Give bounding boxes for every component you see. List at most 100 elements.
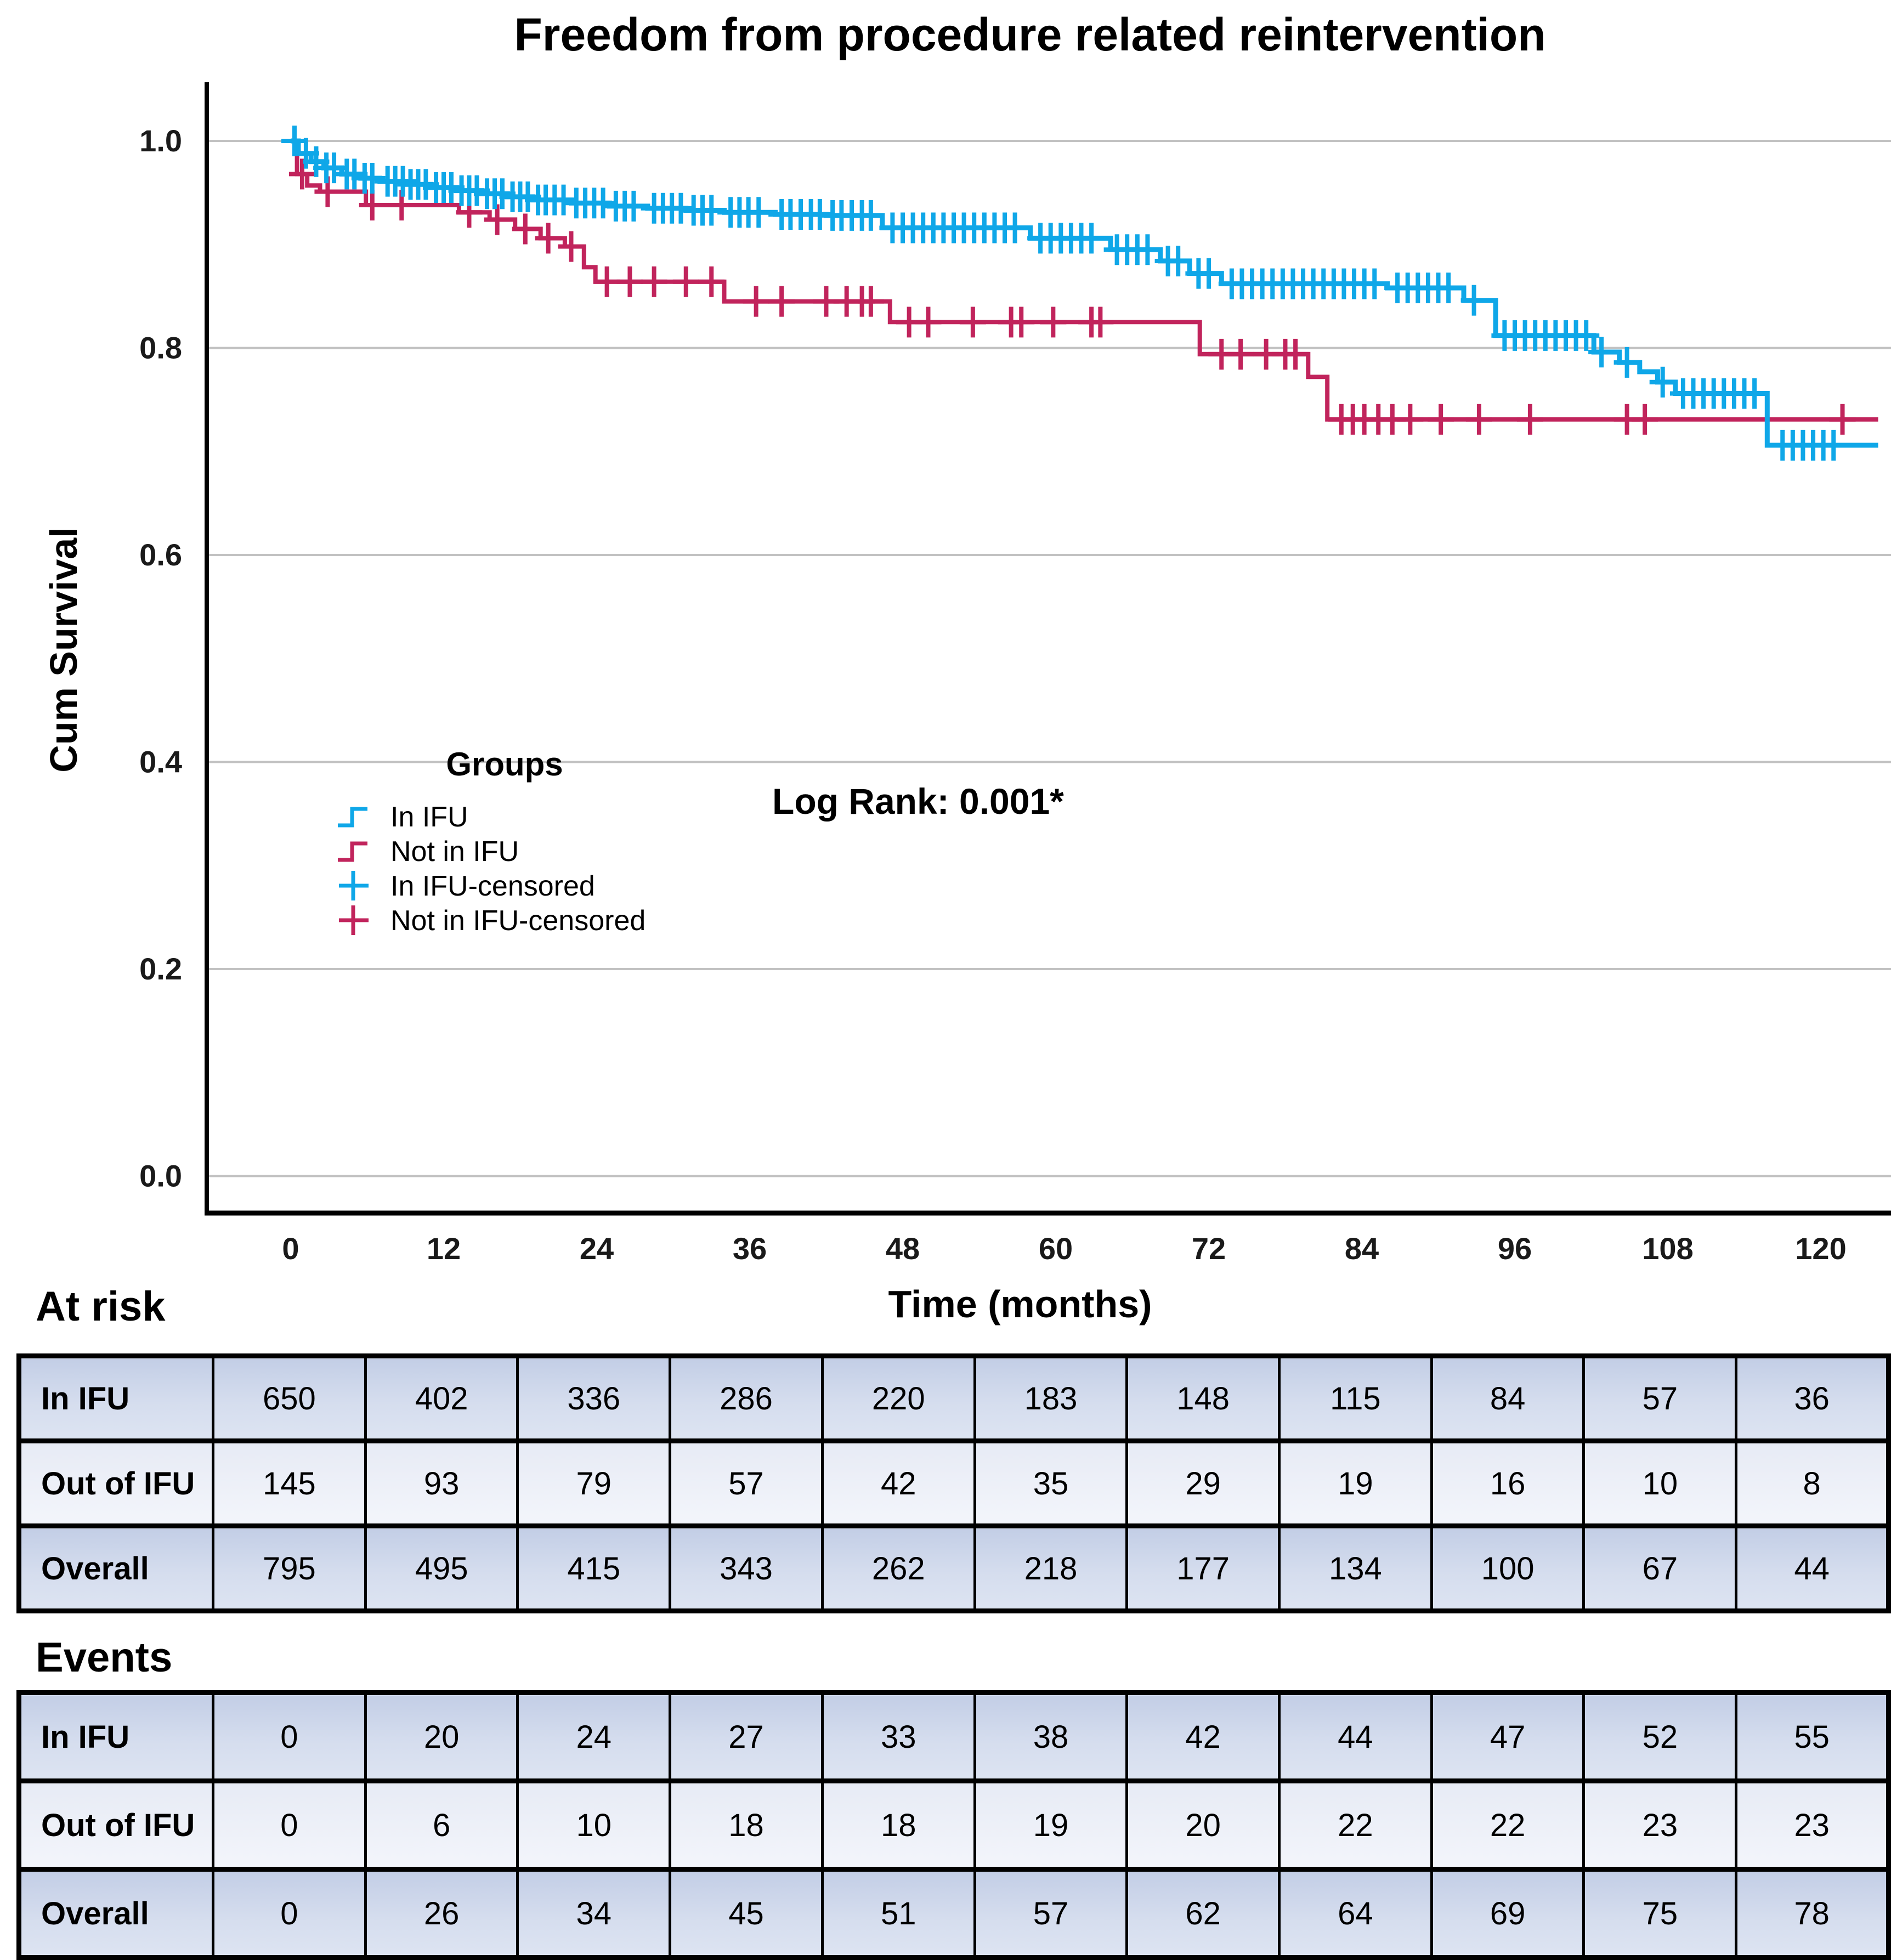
table-cell: 42 (820, 1438, 976, 1528)
row-label: Out of IFU (18, 1438, 214, 1528)
censor-mark (359, 162, 386, 194)
table-cell: 18 (669, 1778, 824, 1872)
legend-item-label: Not in IFU (390, 836, 519, 868)
censor-mark (1613, 347, 1640, 378)
table-cell: 35 (973, 1438, 1129, 1528)
table-cell: 29 (1125, 1438, 1281, 1528)
censor-mark (593, 266, 620, 297)
table-cell: 115 (1278, 1353, 1433, 1443)
x-tick-label: 60 (1039, 1231, 1073, 1266)
censor-mark (745, 197, 772, 228)
table-cell: 57 (1582, 1353, 1738, 1443)
row-label: Overall (18, 1523, 214, 1613)
legend-item: Not in IFU (338, 836, 519, 868)
censor-mark (959, 307, 986, 338)
table-cell: 22 (1278, 1778, 1433, 1872)
censor-mark (1397, 404, 1424, 435)
x-tick-label: 72 (1192, 1231, 1226, 1266)
table-cell: 16 (1430, 1438, 1586, 1528)
censor-mark (590, 188, 616, 219)
table-cell: 183 (973, 1353, 1129, 1443)
x-tick-label: 24 (580, 1231, 614, 1266)
table-cell: 78 (1735, 1867, 1890, 1960)
table-cell: 24 (516, 1690, 672, 1783)
censor-mark (1465, 404, 1492, 435)
events-heading: Events (36, 1634, 173, 1681)
legend-item-label: Not in IFU-censored (390, 905, 646, 937)
censor-mark (484, 204, 511, 235)
y-tick-label: 0.2 (139, 951, 182, 986)
table-cell: 57 (973, 1867, 1129, 1960)
censor-mark (1001, 212, 1028, 243)
table-cell: 79 (516, 1438, 672, 1528)
x-tick-label: 36 (733, 1231, 767, 1266)
row-label: Overall (18, 1867, 214, 1960)
table-cell: 10 (1582, 1438, 1738, 1528)
censor-mark (1588, 337, 1615, 368)
x-tick-label: 0 (282, 1231, 299, 1266)
censor-mark (1134, 234, 1161, 265)
table-row: Overall 795 495 415 343 262 218 177 134 100 67 44 (18, 1523, 1890, 1613)
table-cell: 0 (212, 1867, 367, 1960)
censor-mark (558, 231, 585, 262)
table-cell: 220 (820, 1353, 976, 1443)
table-cell: 84 (1430, 1353, 1586, 1443)
censor-mark (288, 158, 315, 190)
censor-mark (915, 307, 942, 338)
table-cell: 62 (1125, 1867, 1281, 1960)
table-cell: 67 (1582, 1523, 1738, 1613)
x-tick-label: 84 (1345, 1231, 1379, 1266)
chart-title: Freedom from procedure related reinterve… (514, 9, 1545, 60)
censor-mark (672, 266, 699, 297)
y-tick-label: 0.8 (139, 331, 182, 365)
censor-mark (1829, 404, 1856, 435)
y-tick-label: 1.0 (139, 123, 182, 158)
table-row: Out of IFU 0 6 10 18 18 19 20 22 22 23 23 (18, 1778, 1890, 1872)
censor-mark (359, 190, 386, 221)
table-cell: 27 (669, 1690, 824, 1783)
y-tick-label: 0.6 (139, 537, 182, 572)
y-tick-labels: 1.0 0.8 0.6 0.4 0.2 0.0 (139, 123, 182, 1193)
events-table: In IFU 0 20 24 27 33 38 42 44 47 52 55 Out of IFU 0 6 1… (16, 1690, 1891, 1960)
log-rank-annotation: Log Rank: 0.001* (772, 781, 1064, 822)
table-cell: 38 (973, 1690, 1129, 1783)
table-cell: 343 (669, 1523, 824, 1613)
censor-mark (512, 213, 539, 245)
table-cell: 69 (1430, 1867, 1586, 1960)
censor-mark (1361, 268, 1388, 299)
legend-item-label: In IFU (390, 801, 468, 833)
row-label: In IFU (18, 1690, 214, 1783)
table-row: In IFU 0 20 24 27 33 38 42 44 47 52 55 (18, 1690, 1890, 1783)
table-cell: 218 (973, 1523, 1129, 1613)
x-axis-title: Time (months) (888, 1283, 1152, 1325)
x-tick-label: 12 (427, 1231, 461, 1266)
censor-mark (1516, 404, 1543, 435)
table-cell: 57 (669, 1438, 824, 1528)
censor-mark (1632, 404, 1658, 435)
x-tick-label: 108 (1642, 1231, 1693, 1266)
table-cell: 51 (820, 1867, 976, 1960)
x-tick-label: 96 (1498, 1231, 1532, 1266)
censor-mark (1196, 258, 1222, 289)
table-cell: 402 (364, 1353, 519, 1443)
censor-mark (1460, 285, 1487, 316)
legend-item: In IFU (338, 801, 468, 833)
y-axis-title: Cum Survival (42, 527, 85, 772)
table-row: Out of IFU 145 93 79 57 42 35 29 19 16 10 8 (18, 1438, 1890, 1528)
table-cell: 52 (1582, 1690, 1738, 1783)
table-cell: 10 (516, 1778, 672, 1872)
x-tick-labels: 0 12 24 36 48 60 72 84 96 108 120 (282, 1231, 1846, 1266)
table-cell: 42 (1125, 1690, 1281, 1783)
table-cell: 26 (364, 1867, 519, 1960)
censor-mark (1435, 273, 1462, 304)
legend-item: Not in IFU-censored (339, 905, 646, 937)
table-cell: 47 (1430, 1690, 1586, 1783)
table-cell: 23 (1735, 1778, 1890, 1872)
table-cell: 44 (1278, 1690, 1433, 1783)
table-cell: 100 (1430, 1523, 1586, 1613)
axes (205, 82, 1891, 1216)
legend-title: Groups (446, 746, 563, 783)
table-cell: 64 (1278, 1867, 1433, 1960)
